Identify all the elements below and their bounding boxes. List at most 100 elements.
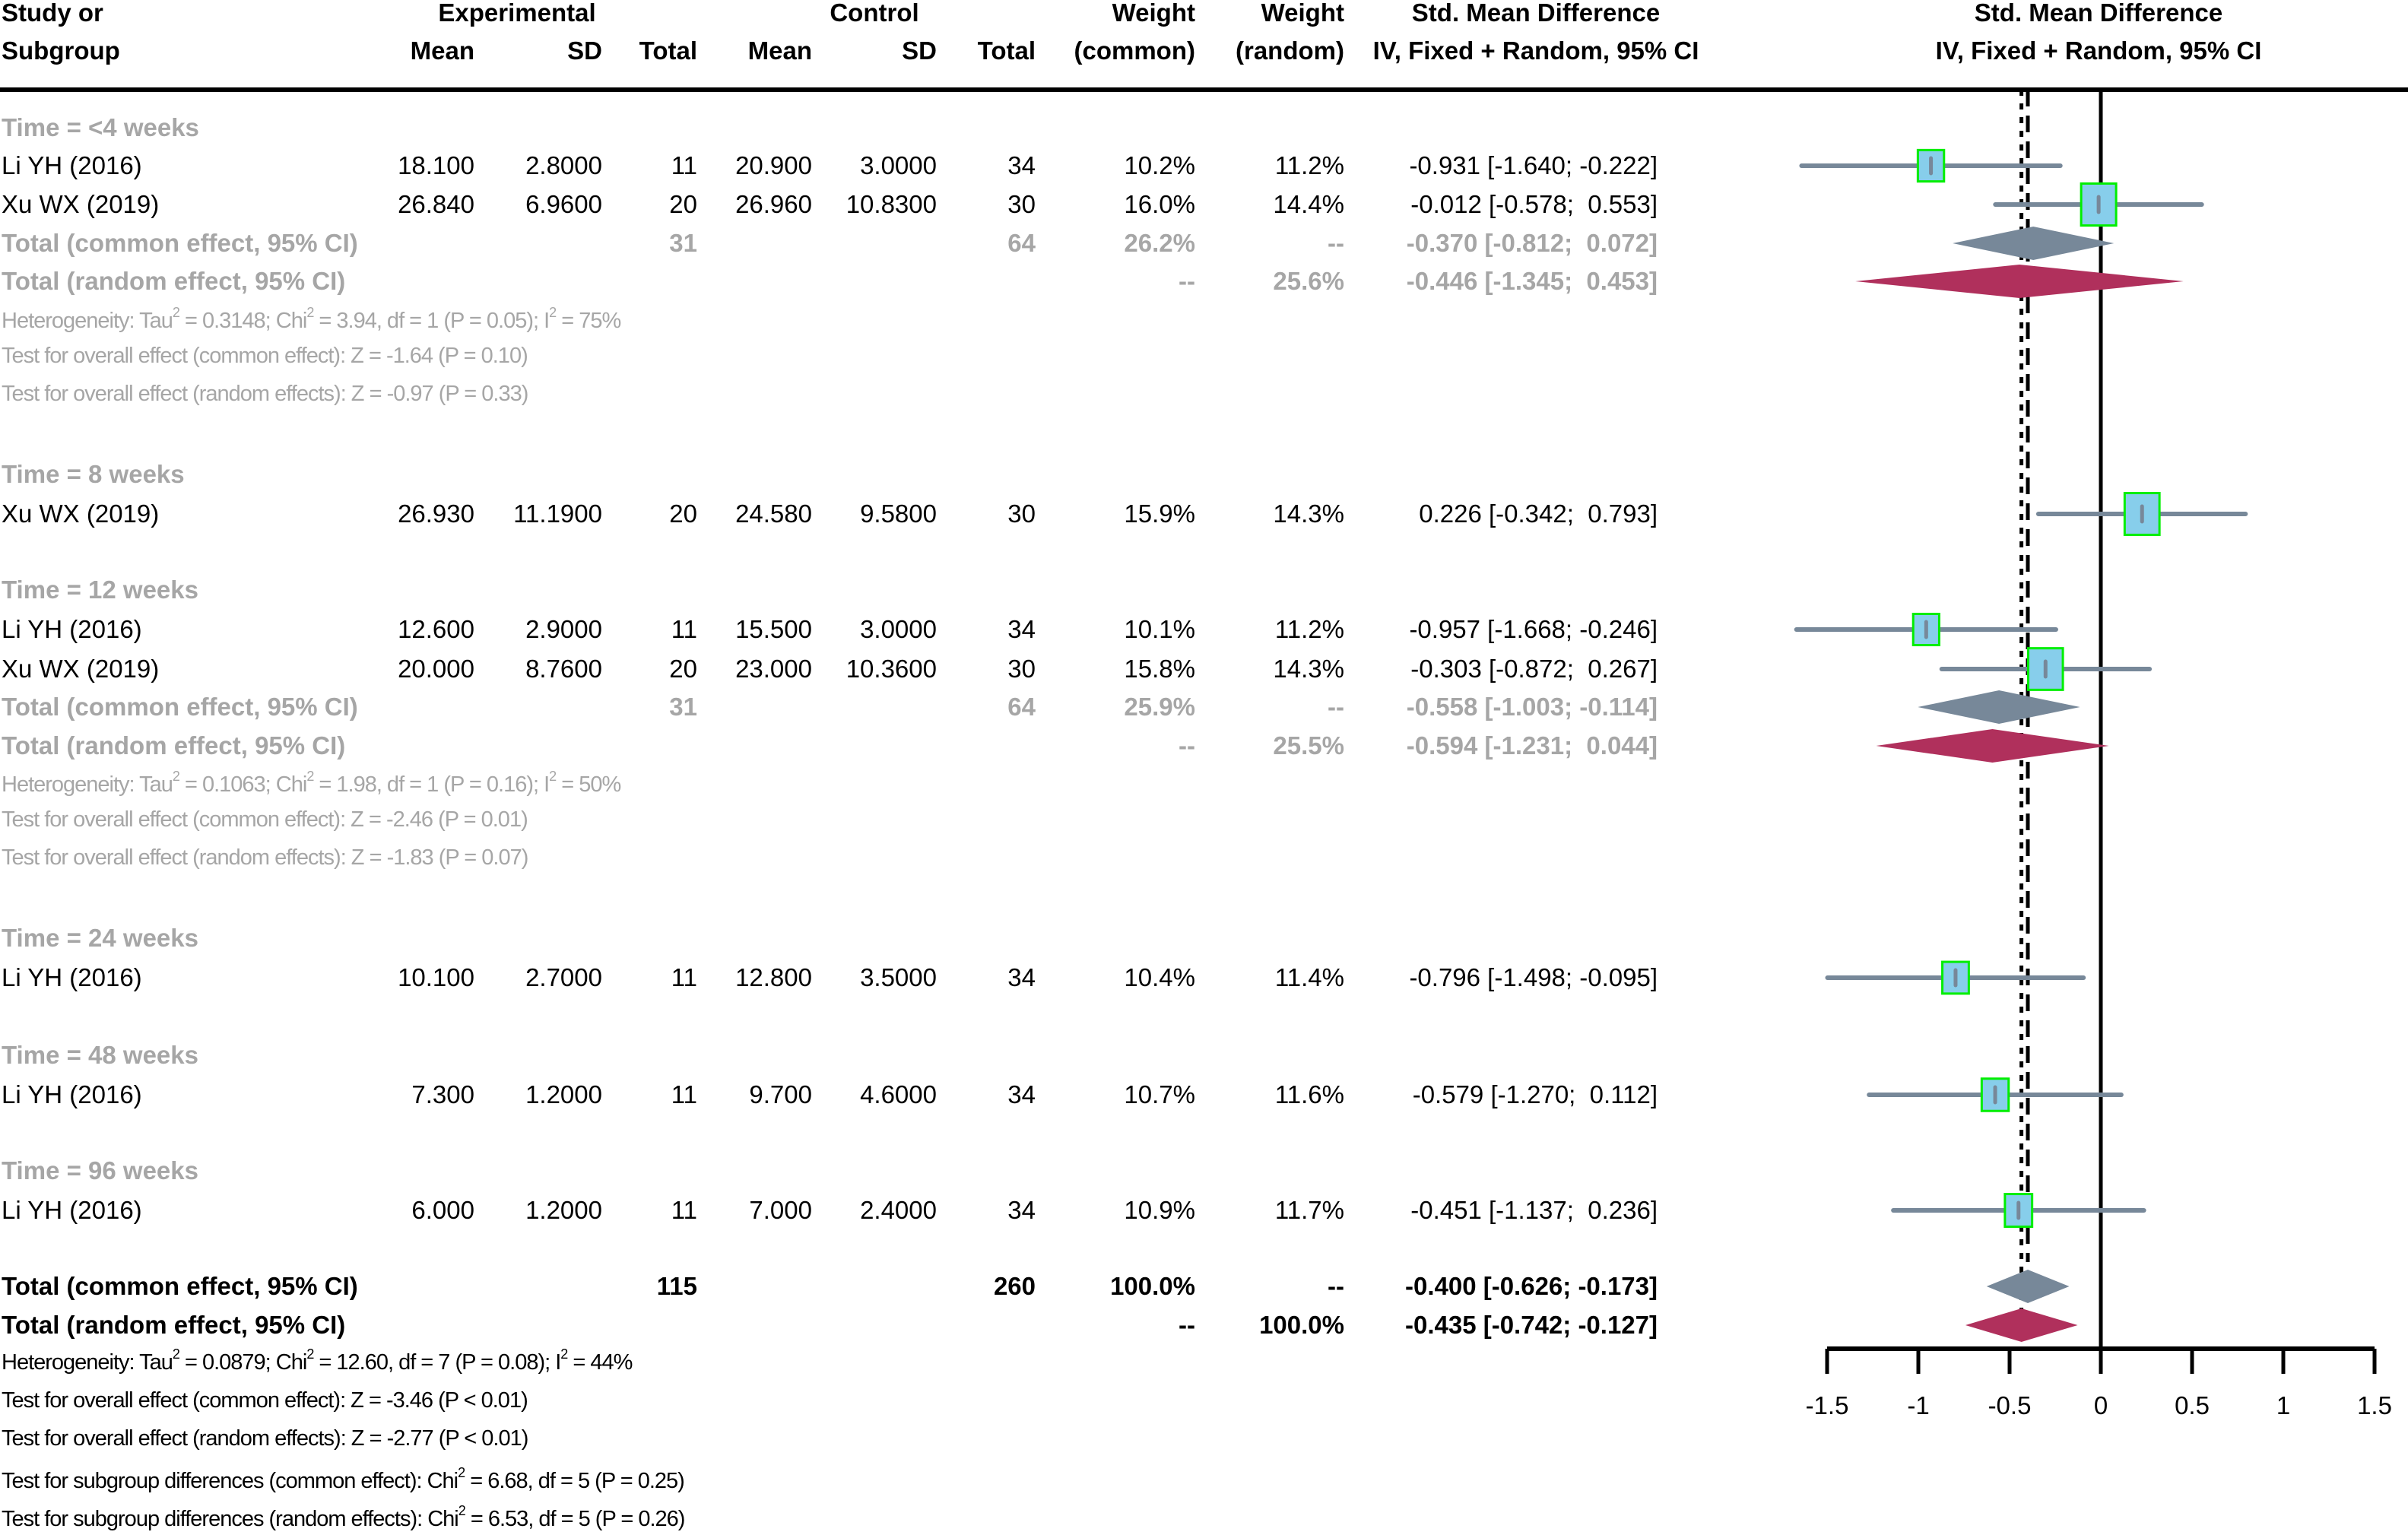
total-label: Total (random effect, 95% CI) [2, 731, 346, 760]
cell-w-common: 26.2% [1124, 229, 1195, 257]
subgroup-label: Time = <4 weeks [2, 113, 199, 141]
cell-e-n: 20 [669, 190, 697, 218]
header-ctrl-sd: SD [902, 36, 937, 65]
study-label: Xu WX (2019) [2, 655, 160, 683]
cell-w-common: 10.2% [1124, 151, 1195, 179]
cell-e-sd: 6.9600 [525, 190, 602, 218]
cell-w-random: -- [1328, 1272, 1344, 1300]
cell-c-n: 34 [1007, 151, 1036, 179]
common-effect-diamond [1986, 1270, 2070, 1303]
cell-w-common: 10.7% [1124, 1080, 1195, 1108]
x-tick-label: -0.5 [1988, 1391, 2032, 1419]
cell-smd-ci: 0.226 [-0.342; 0.793] [1419, 500, 1658, 528]
x-tick-label: -1.5 [1806, 1391, 1849, 1419]
cell-e-n: 11 [671, 963, 697, 991]
cell-c-n: 64 [1007, 693, 1036, 721]
cell-w-random: 11.6% [1274, 1080, 1344, 1108]
cell-c-mean: 12.800 [735, 963, 812, 991]
cell-c-n: 34 [1007, 1080, 1036, 1108]
study-label: Li YH (2016) [2, 963, 142, 991]
cell-smd-ci: -0.594 [-1.231; 0.044] [1406, 731, 1658, 760]
study-label: Li YH (2016) [2, 1080, 142, 1108]
header-rule [0, 87, 2408, 92]
subgroup-label: Time = 96 weeks [2, 1156, 198, 1185]
test-text: Test for overall effect (common effect):… [2, 1388, 528, 1413]
cell-e-mean: 20.000 [398, 655, 474, 683]
cell-e-n: 115 [656, 1272, 697, 1300]
heterogeneity-text: Heterogeneity: Tau2 = 0.3148; Chi2 = 3.9… [2, 305, 621, 333]
heterogeneity-text: Heterogeneity: Tau2 = 0.1063; Chi2 = 1.9… [2, 769, 621, 797]
test-text: Test for overall effect (common effect):… [2, 344, 528, 368]
cell-e-sd: 2.7000 [525, 963, 602, 991]
cell-w-common: -- [1179, 1311, 1195, 1339]
cell-c-sd: 3.5000 [860, 963, 937, 991]
cell-c-mean: 23.000 [735, 655, 812, 683]
test-text: Test for subgroup differences (random ef… [2, 1503, 685, 1531]
cell-e-mean: 26.930 [398, 500, 474, 528]
cell-w-common: 100.0% [1110, 1272, 1195, 1300]
cell-w-common: 10.1% [1124, 615, 1195, 643]
cell-smd-ci: -0.957 [-1.668; -0.246] [1409, 615, 1658, 643]
study-label: Xu WX (2019) [2, 500, 160, 528]
header-exp-total: Total [639, 36, 697, 65]
cell-w-random: 14.3% [1273, 655, 1344, 683]
common-effect-diamond [1918, 690, 2080, 724]
cell-c-mean: 9.700 [749, 1080, 812, 1108]
cell-e-sd: 2.9000 [525, 615, 602, 643]
cell-w-common: 15.8% [1124, 655, 1195, 683]
header-study-line1: Study or [2, 0, 103, 27]
cell-e-n: 20 [669, 500, 697, 528]
cell-w-random: 11.7% [1274, 1196, 1344, 1224]
header-smd-l2: IV, Fixed + Random, 95% CI [1372, 36, 1699, 65]
cell-c-n: 30 [1007, 190, 1036, 218]
cell-w-random: 14.4% [1273, 190, 1344, 218]
header-experimental: Experimental [438, 0, 596, 27]
random-effect-diamond [1965, 1308, 2078, 1342]
cell-w-random: 100.0% [1259, 1311, 1344, 1339]
cell-smd-ci: -0.012 [-0.578; 0.553] [1410, 190, 1658, 218]
cell-c-mean: 7.000 [749, 1196, 812, 1224]
cell-c-n: 34 [1007, 963, 1036, 991]
cell-w-random: -- [1328, 229, 1344, 257]
cell-c-sd: 10.8300 [845, 190, 937, 218]
random-effect-diamond [1876, 729, 2109, 763]
x-tick-label: -1 [1907, 1391, 1929, 1419]
cell-e-mean: 12.600 [398, 615, 474, 643]
x-tick-label: 1.5 [2357, 1391, 2392, 1419]
subgroup-label: Time = 8 weeks [2, 460, 185, 488]
cell-c-sd: 3.0000 [860, 615, 937, 643]
cell-e-mean: 26.840 [398, 190, 474, 218]
cell-smd-ci: -0.451 [-1.137; 0.236] [1410, 1196, 1658, 1224]
cell-w-random: 14.3% [1273, 500, 1344, 528]
cell-smd-ci: -0.579 [-1.270; 0.112] [1412, 1080, 1658, 1108]
cell-c-n: 34 [1007, 1196, 1036, 1224]
study-label: Li YH (2016) [2, 615, 142, 643]
cell-smd-ci: -0.303 [-0.872; 0.267] [1410, 655, 1658, 683]
cell-e-n: 11 [671, 1196, 697, 1224]
cell-w-common: 16.0% [1124, 190, 1195, 218]
cell-w-common: -- [1179, 267, 1195, 295]
subgroup-label: Time = 12 weeks [2, 576, 198, 604]
total-label: Total (common effect, 95% CI) [2, 229, 358, 257]
heterogeneity-text: Heterogeneity: Tau2 = 0.0879; Chi2 = 12.… [2, 1346, 633, 1375]
cell-e-n: 11 [671, 151, 697, 179]
header-weight-random-l1: Weight [1261, 0, 1344, 27]
cell-e-n: 11 [671, 1080, 697, 1108]
cell-w-random: 25.5% [1273, 731, 1344, 760]
header-weight-common-l1: Weight [1112, 0, 1195, 27]
cell-w-random: 11.2% [1274, 615, 1344, 643]
total-label: Total (common effect, 95% CI) [2, 1272, 358, 1300]
header-plot-l2: IV, Fixed + Random, 95% CI [1935, 36, 2262, 65]
test-text: Test for overall effect (random effects)… [2, 1426, 528, 1451]
header-ctrl-total: Total [977, 36, 1036, 65]
cell-smd-ci: -0.796 [-1.498; -0.095] [1409, 963, 1658, 991]
header-study-line2: Subgroup [2, 36, 120, 65]
total-label: Total (common effect, 95% CI) [2, 693, 358, 721]
cell-e-sd: 2.8000 [525, 151, 602, 179]
cell-w-common: 10.9% [1124, 1196, 1195, 1224]
cell-e-n: 11 [671, 615, 697, 643]
cell-e-mean: 7.300 [411, 1080, 474, 1108]
cell-c-mean: 15.500 [735, 615, 812, 643]
header-control: Control [830, 0, 919, 27]
